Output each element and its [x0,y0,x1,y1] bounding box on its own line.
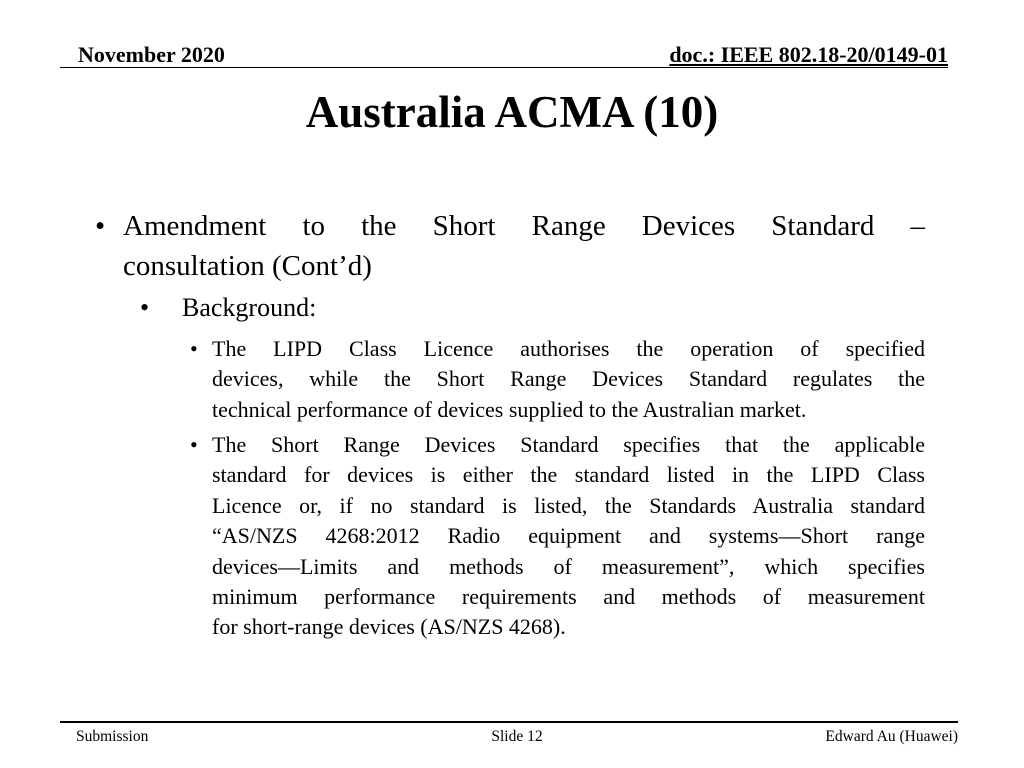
bullet-item-amendment: • Amendment to the Short Range Devices S… [95,206,925,286]
sub-bullet-text-line: devices—Limits and methods of measuremen… [212,553,925,579]
page-title: Australia ACMA (10) [305,87,719,137]
sub-bullet-text: The Short Range Devices Standard specifi… [212,430,925,643]
bullet-icon: • [190,336,198,361]
sub-bullet-text-line: for short-range devices (AS/NZS 4268). [212,614,566,640]
sub-bullet-item-lipd: • The LIPD Class Licence authorises the … [190,334,925,425]
sub-bullet-text-line: Licence or, if no standard is listed, th… [212,492,925,518]
bullet-text-line: Amendment to the Short Range Devices Sta… [123,210,925,242]
footer-submission-label: Submission [76,728,149,745]
sub-bullet-text-line: The LIPD Class Licence authorises the op… [212,336,925,361]
sub-bullet-text-line: “AS/NZS 4268:2012 Radio equipment and sy… [212,523,925,549]
bullet-text-line: consultation (Cont’d) [123,250,372,282]
sub-bullet-text-line: minimum performance requirements and met… [212,584,925,610]
footer-slide-number: Slide 12 [491,728,543,745]
slide-footer: Submission Slide 12 Edward Au (Huawei) [60,721,958,746]
bullet-text: Background: [182,293,317,322]
sub-bullet-text-line: The Short Range Devices Standard specifi… [212,432,925,457]
header-doc-number: doc.: IEEE 802.18-20/0149-01 [669,42,948,67]
sub-bullet-text-line: technical performance of devices supplie… [212,396,807,422]
bullet-item-background: • Background: [140,292,925,324]
header-date: November 2020 [78,42,225,67]
slide-header: November 2020 doc.: IEEE 802.18-20/0149-… [60,0,948,68]
sub-bullet-item-standard: • The Short Range Devices Standard speci… [190,430,925,643]
sub-bullet-text-line: standard for devices is either the stand… [212,462,925,488]
bullet-icon: • [95,210,106,242]
bullet-icon: • [190,432,198,457]
sub-bullet-text: The LIPD Class Licence authorises the op… [212,334,925,425]
footer-author: Edward Au (Huawei) [825,728,958,745]
bullet-icon: • [140,293,150,322]
bullet-text: Amendment to the Short Range Devices Sta… [123,206,925,286]
sub-bullet-text-line: devices, while the Short Range Devices S… [212,366,925,392]
